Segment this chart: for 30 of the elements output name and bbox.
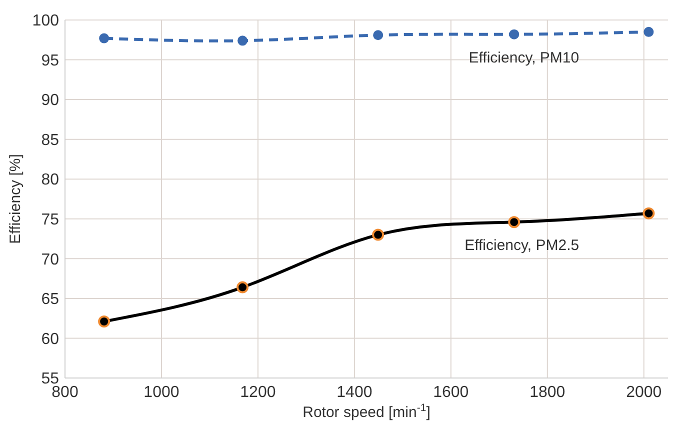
x-tick-label: 1200 [240, 384, 276, 401]
x-tick-label: 2000 [626, 384, 662, 401]
point [99, 33, 110, 44]
y-tick-label: 95 [41, 52, 60, 70]
series-label: Efficiency, PM10 [468, 49, 580, 66]
y-tick-label: 75 [41, 211, 60, 228]
point [644, 26, 654, 37]
y-tick-label: 60 [41, 330, 60, 348]
point [372, 228, 384, 241]
x-tick-label: 1400 [336, 384, 372, 401]
x-axis-title: Rotor speed [min$^{-1}$] [302, 402, 430, 421]
y-tick-label: 70 [41, 251, 60, 268]
point [238, 36, 248, 46]
point [236, 281, 249, 294]
y-tick-label: 90 [41, 92, 60, 110]
point [509, 29, 520, 40]
y-tick-label: 100 [32, 12, 60, 30]
series-label: Efficiency, PM2.5 [464, 237, 580, 254]
x-tick-label: 1800 [530, 384, 566, 401]
x-tick-label: 1000 [144, 384, 180, 401]
y-tick-label: 65 [41, 291, 60, 308]
y-tick-label: 80 [41, 172, 60, 189]
point [642, 207, 655, 220]
point [373, 30, 384, 40]
y-axis-title: Efficiency [%] [7, 154, 24, 244]
x-tick-label: 800 [52, 384, 78, 401]
point [508, 216, 520, 228]
x-tick-label: 1600 [433, 384, 469, 401]
point [98, 316, 110, 328]
y-tick-label: 85 [41, 132, 60, 149]
